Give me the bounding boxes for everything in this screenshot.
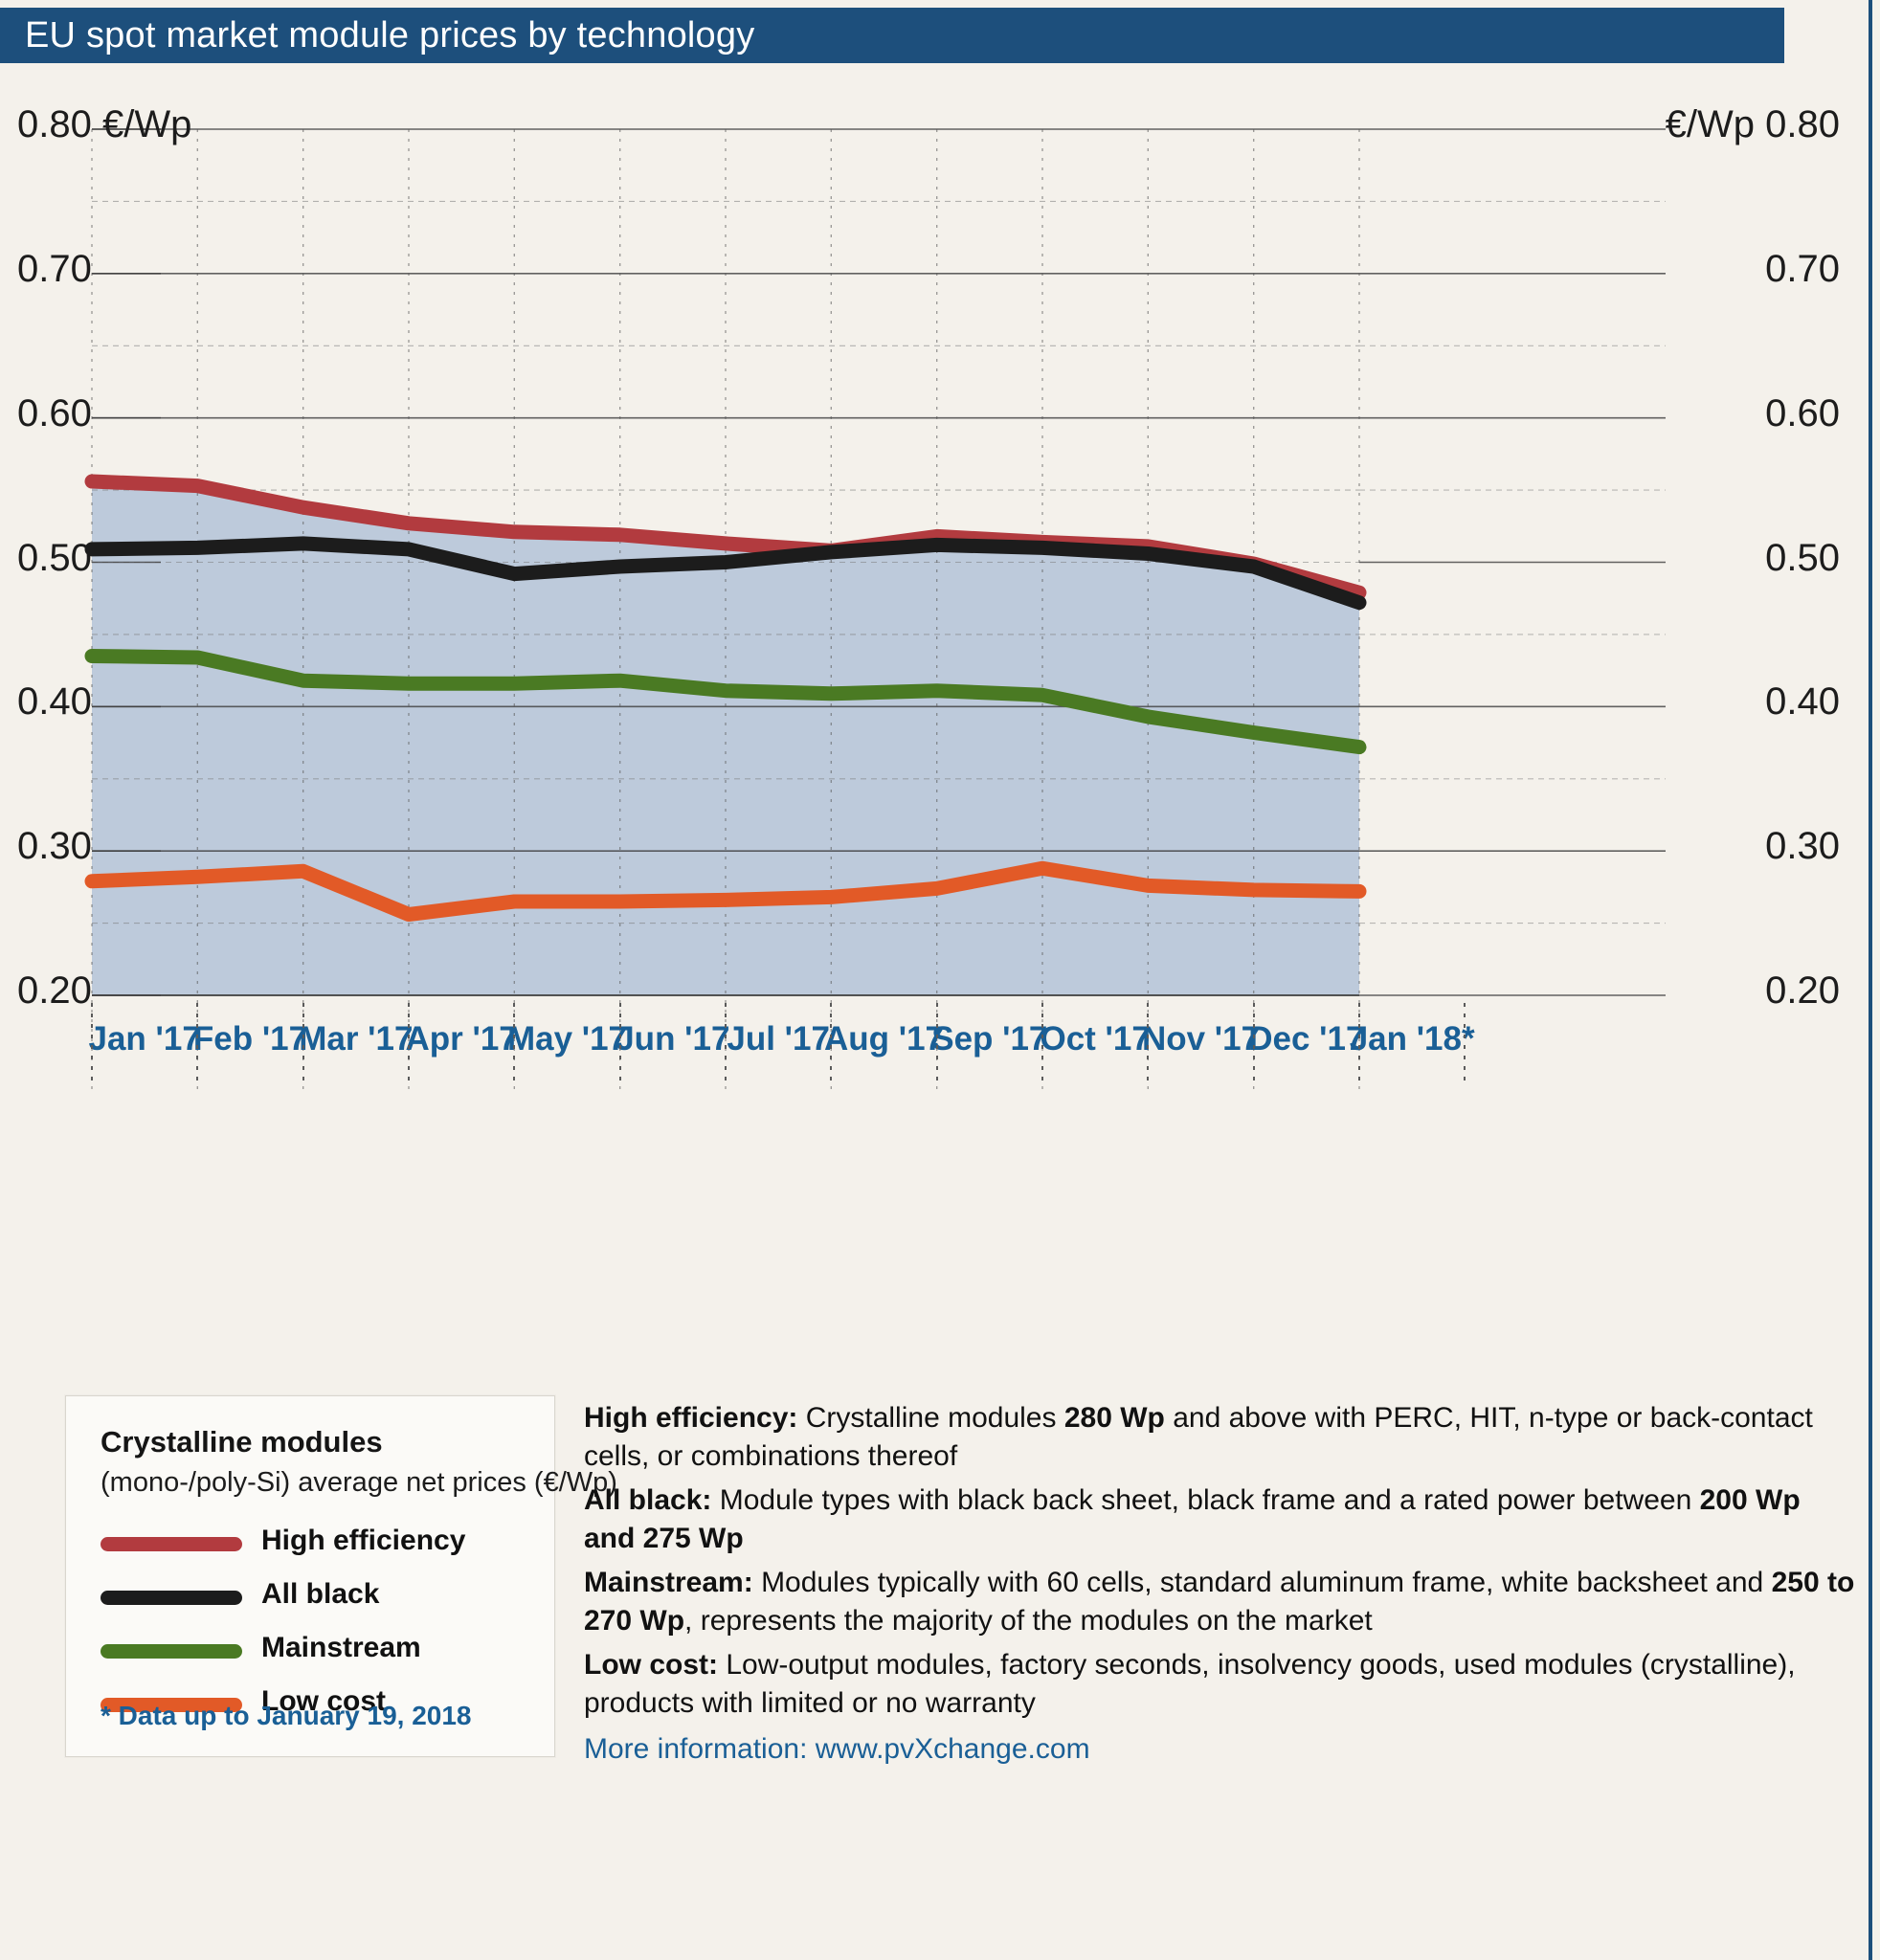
legend-title: Crystalline modules	[101, 1425, 383, 1459]
x-tick-separator	[302, 1003, 304, 1081]
definitions-block: High efficiency: Crystalline modules 280…	[584, 1399, 1857, 1769]
y-tick-right-060: 0.60	[1765, 391, 1840, 434]
series-line-high-efficiency	[84, 474, 1367, 600]
definition-text: Modules typically with 60 cells, standar…	[761, 1567, 1772, 1598]
legend-swatch-icon	[101, 1698, 242, 1712]
x-tick-separator	[618, 1003, 621, 1081]
x-tick-separator	[1358, 1003, 1360, 1081]
y-tick-left-030: 0.30	[17, 825, 92, 868]
definition-all-black: All black: Module types with black back …	[584, 1481, 1857, 1558]
chart-legend: Crystalline modules (mono-/poly-Si) aver…	[65, 1395, 617, 1757]
y-tick-left-080: 0.80 €/Wp	[17, 103, 192, 145]
x-tick-separator	[91, 1003, 93, 1081]
y-tick-left-050: 0.50	[17, 536, 92, 579]
y-tick-right-080: €/Wp 0.80	[1665, 103, 1840, 145]
right-rule	[1869, 0, 1872, 1960]
definition-emphasis: 250 to 270 Wp	[584, 1567, 1855, 1637]
legend-swatch-icon	[101, 1644, 242, 1659]
x-tick-separator	[513, 1003, 516, 1081]
series-line-low-cost	[84, 860, 1367, 922]
x-tick-jan17: Jan '17	[88, 1020, 201, 1058]
definition-list: High efficiency: Crystalline modules 280…	[584, 1399, 1857, 1723]
x-tick-feb17: Feb '17	[192, 1020, 308, 1058]
x-tick-jan18: Jan '18*	[1349, 1020, 1475, 1058]
y-tick-right-030: 0.30	[1765, 825, 1840, 868]
series-line-mainstream	[84, 649, 1367, 755]
x-tick-oct17: Oct '17	[1040, 1020, 1151, 1058]
plot-area: 0.80 €/Wp €/Wp 0.80 0.70 0.70 0.60 0.60 0.50 0.…	[0, 63, 1880, 1317]
definition-mainstream: Mainstream: Modules typically with 60 ce…	[584, 1564, 1857, 1640]
x-tick-separator	[935, 1003, 938, 1081]
x-tick-mar17: Mar '17	[299, 1020, 414, 1058]
definition-emphasis: 280 Wp	[1063, 1402, 1165, 1434]
legend-item-label: Low cost	[261, 1685, 387, 1717]
legend-item-label: Mainstream	[261, 1632, 421, 1663]
x-tick-jul17: Jul '17	[727, 1020, 830, 1058]
definition-text: Crystalline modules	[805, 1402, 1064, 1434]
definition-text: Low-output modules, factory seconds, ins…	[584, 1649, 1796, 1719]
x-tick-separator	[1147, 1003, 1150, 1081]
x-tick-separator	[196, 1003, 199, 1081]
chart-title-bar: EU spot market module prices by technolo…	[0, 8, 1784, 63]
x-tick-aug17: Aug '17	[823, 1020, 944, 1058]
definition-low-cost: Low cost: Low-output modules, factory se…	[584, 1646, 1857, 1723]
x-tick-separator	[1041, 1003, 1043, 1081]
definition-emphasis: 200 Wp and 275 Wp	[584, 1484, 1801, 1554]
y-tick-right-070: 0.70	[1765, 247, 1840, 290]
definition-term: Low cost:	[584, 1649, 727, 1681]
x-tick-nov17: Nov '17	[1141, 1020, 1261, 1058]
definition-text: and above with PERC, HIT, n-type or back…	[584, 1402, 1813, 1472]
legend-subtitle: (mono-/poly-Si) average net prices (€/Wp…	[101, 1467, 617, 1498]
x-tick-separator	[725, 1003, 727, 1081]
definition-text: , represents the majority of the modules…	[684, 1605, 1373, 1637]
legend-item-label: All black	[261, 1578, 380, 1610]
x-tick-jun17: Jun '17	[615, 1020, 730, 1058]
x-tick-apr17: Apr '17	[405, 1020, 518, 1058]
legend-swatch-icon	[101, 1591, 242, 1605]
x-tick-separator	[1252, 1003, 1255, 1081]
legend-footnote: * Data up to January 19, 2018	[101, 1701, 472, 1730]
definition-term: All black:	[584, 1484, 720, 1516]
line-chart-svg	[84, 128, 1666, 1091]
y-tick-left-040: 0.40	[17, 680, 92, 724]
more-information-link[interactable]: More information: www.pvXchange.com	[584, 1733, 1090, 1765]
definition-term: High efficiency:	[584, 1402, 806, 1434]
definition-high-efficiency: High efficiency: Crystalline modules 280…	[584, 1399, 1857, 1476]
y-tick-left-020: 0.20	[17, 969, 92, 1012]
series-line-all-black	[84, 536, 1367, 611]
definition-text: Module types with black back sheet, blac…	[719, 1484, 1700, 1516]
page-title: EU spot market module prices by technolo…	[25, 14, 755, 56]
y-tick-right-040: 0.40	[1765, 680, 1840, 724]
legend-item-label: High efficiency	[261, 1525, 466, 1556]
x-tick-separator	[408, 1003, 410, 1081]
y-tick-right-050: 0.50	[1765, 536, 1840, 579]
x-tick-may17: May '17	[506, 1020, 628, 1058]
x-tick-separator	[830, 1003, 833, 1081]
legend-swatch-icon	[101, 1537, 242, 1551]
y-tick-left-060: 0.60	[17, 391, 92, 434]
x-tick-dec17: Dec '17	[1248, 1020, 1365, 1058]
x-tick-sep17: Sep '17	[931, 1020, 1048, 1058]
x-tick-separator	[1464, 1003, 1466, 1081]
y-tick-left-070: 0.70	[17, 247, 92, 290]
y-tick-right-020: 0.20	[1765, 969, 1840, 1012]
definition-term: Mainstream:	[584, 1567, 762, 1598]
